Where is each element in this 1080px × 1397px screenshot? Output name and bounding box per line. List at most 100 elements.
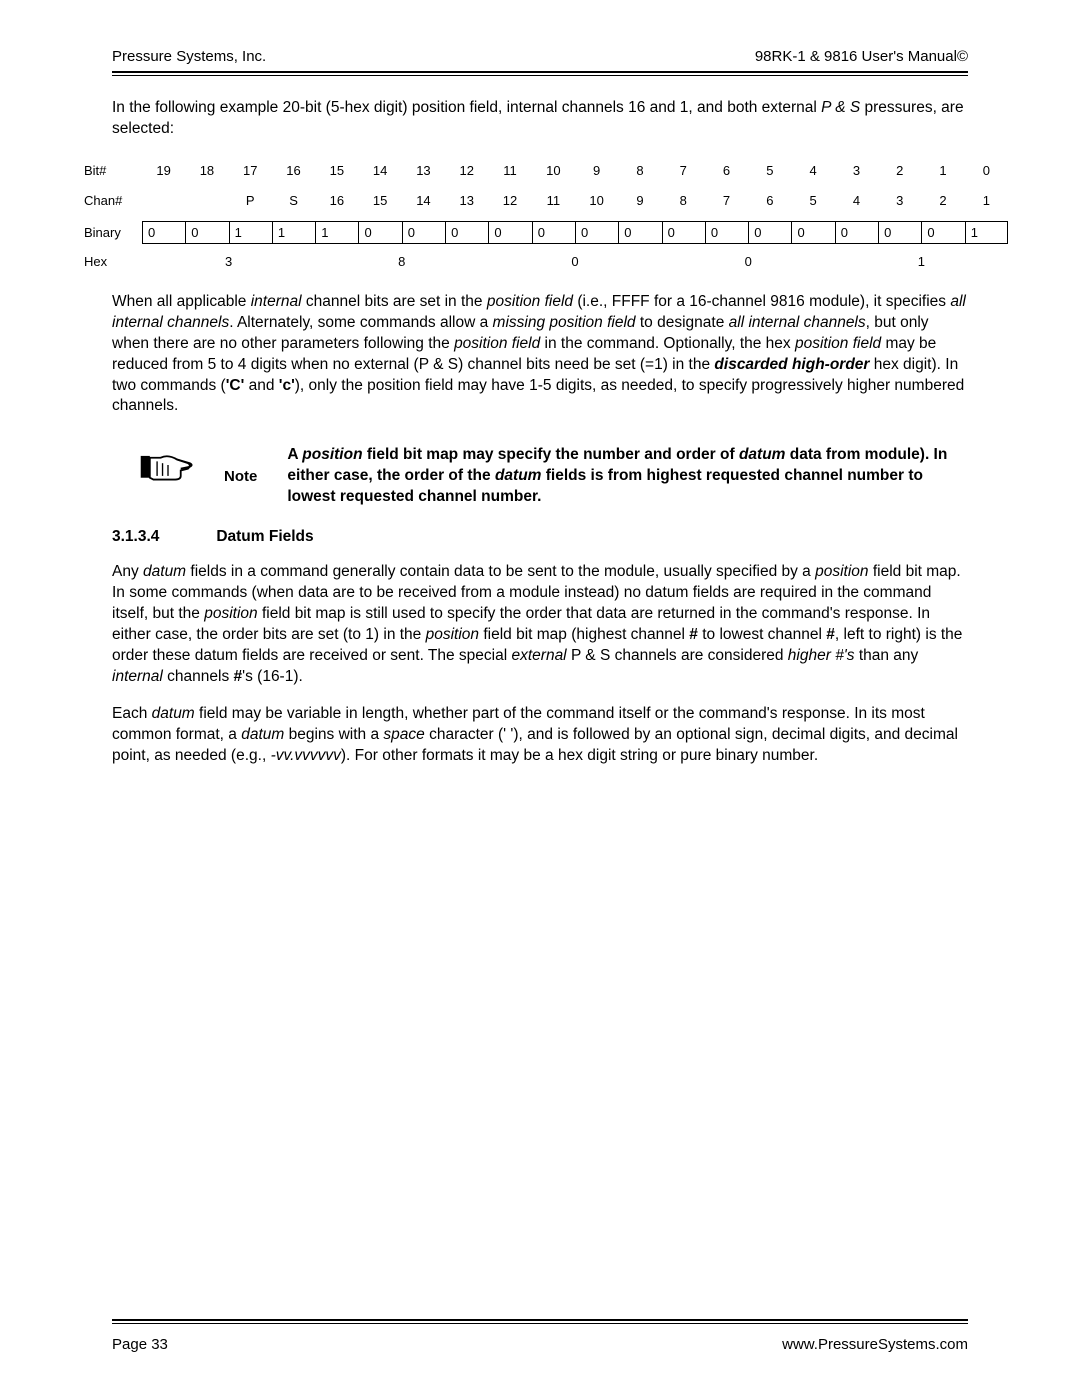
footer-rule-thick [112,1319,968,1321]
chan-cell: 16 [315,193,358,208]
text-run: datum [241,726,284,743]
text-run: to designate [636,314,729,331]
text-run: # [234,668,243,685]
text-run: channels [163,668,234,685]
text-run: and [244,377,278,394]
chan-cell: 3 [878,193,921,208]
paragraph-3: Each datum field may be variable in leng… [112,704,968,767]
text-run: begins with a [284,726,383,743]
bit-cell: 10 [532,163,575,178]
hex-label: Hex [84,254,142,269]
intro-text-1: In the following example 20-bit (5-hex d… [112,99,821,116]
hex-cell: 8 [315,254,488,269]
text-run: internal [251,293,302,310]
binary-cell: 0 [662,221,705,244]
bit-table: Bit# 191817161514131211109876543210 Chan… [84,158,1008,276]
chan-cell: 14 [402,193,445,208]
text-run: # [826,626,835,643]
text-run: than any [855,647,919,664]
bit-cell: 16 [272,163,315,178]
bit-cell: 13 [402,163,445,178]
bit-cell: 7 [662,163,705,178]
bit-cell: 18 [185,163,228,178]
bit-cell: 5 [748,163,791,178]
text-run: fields in a command generally contain da… [186,563,815,580]
text-run: # [689,626,698,643]
chan-cell: 6 [748,193,791,208]
text-run: datum [495,467,542,484]
chan-label: Chan# [84,193,142,208]
page-footer: Page 33 www.PressureSystems.com [112,1319,968,1353]
binary-cell: 0 [835,221,878,244]
text-run: position [426,626,479,643]
bit-number-row: Bit# 191817161514131211109876543210 [84,158,1008,184]
bit-cell: 19 [142,163,185,178]
text-run: 's (16-1). [242,668,303,685]
text-run: datum [152,705,195,722]
header-rule-thin [112,75,968,76]
note-block: Note A position field bit map may specif… [140,445,968,508]
text-run: internal [112,668,163,685]
text-run: datum [143,563,186,580]
bit-label: Bit# [84,163,142,178]
binary-cell: 0 [185,221,228,244]
bit-cell: 3 [835,163,878,178]
header-left: Pressure Systems, Inc. [112,48,266,65]
binary-cell: 1 [965,221,1008,244]
page: Pressure Systems, Inc. 98RK-1 & 9816 Use… [0,0,1080,1397]
text-run: position [302,446,362,463]
bit-cell: 0 [965,163,1008,178]
bit-cell: 4 [791,163,834,178]
text-run: higher #'s [788,647,855,664]
footer-left: Page 33 [112,1336,168,1353]
bit-cell: 8 [618,163,661,178]
chan-cell: 1 [965,193,1008,208]
bit-cell: 15 [315,163,358,178]
bit-cell: 9 [575,163,618,178]
section-number: 3.1.3.4 [112,528,212,546]
section-heading: 3.1.3.4 Datum Fields [112,528,968,546]
text-run: to lowest channel [698,626,826,643]
binary-cell: 0 [878,221,921,244]
pointing-hand-icon [140,445,212,485]
bit-cell: 12 [445,163,488,178]
text-run: position [815,563,868,580]
text-run: When all applicable [112,293,251,310]
binary-cell: 0 [748,221,791,244]
binary-cell: 1 [315,221,358,244]
text-run: datum [739,446,786,463]
intro-italic: P & S [821,99,860,116]
hex-cell: 0 [488,254,661,269]
bit-cell: 17 [229,163,272,178]
binary-label: Binary [84,225,142,240]
bit-cell: 1 [921,163,964,178]
chan-cell: S [272,193,315,208]
bit-cell: 6 [705,163,748,178]
chan-cell: 11 [532,193,575,208]
footer-right: www.PressureSystems.com [782,1336,968,1353]
text-run: 'C' [226,377,245,394]
chan-cell: 13 [445,193,488,208]
chan-cell: 2 [921,193,964,208]
chan-cell: 9 [618,193,661,208]
text-run: A [287,446,302,463]
header-right: 98RK-1 & 9816 User's Manual© [755,48,968,65]
text-run: -vv.vvvvvv [271,747,341,764]
binary-cell: 0 [791,221,834,244]
text-run: ). For other formats it may be a hex dig… [341,747,818,764]
page-header: Pressure Systems, Inc. 98RK-1 & 9816 Use… [112,48,968,71]
hex-row: Hex 38001 [84,248,1008,276]
text-run: in the command. Optionally, the hex [540,335,795,352]
footer-line: Page 33 www.PressureSystems.com [112,1324,968,1353]
text-run: missing position field [493,314,636,331]
binary-row: Binary 00111000000000000001 [84,220,1008,246]
chan-cell: P [229,193,272,208]
binary-cell: 0 [142,221,185,244]
binary-cell: 0 [705,221,748,244]
text-run: space [383,726,424,743]
text-run: field bit map may specify the number and… [363,446,739,463]
hex-cell: 3 [142,254,315,269]
text-run: channel bits are set in the [302,293,487,310]
binary-cell: 0 [402,221,445,244]
text-run: P & S channels are considered [567,647,788,664]
